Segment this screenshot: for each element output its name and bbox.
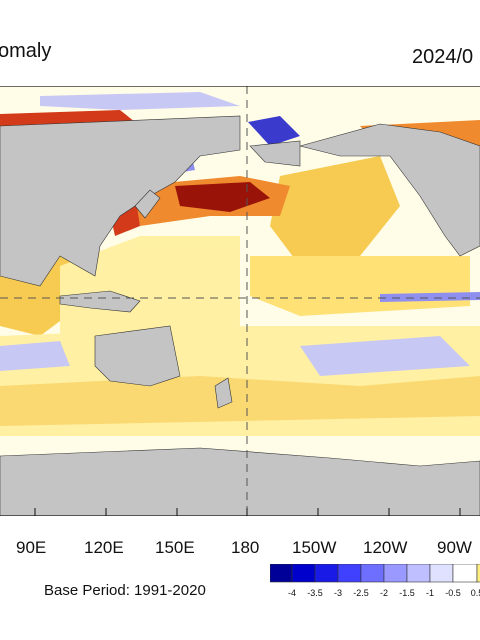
legend-tick-label: -3 [334, 588, 342, 598]
warm-field-north-pacific-east [270, 156, 400, 266]
legend-swatch-10 [476, 564, 480, 583]
land-masses [0, 115, 480, 516]
warm-field-east-pacific [250, 256, 470, 316]
legend-swatches [270, 564, 480, 583]
cool-band-equatorial [380, 292, 480, 302]
antarctica-landmass [0, 447, 480, 516]
legend-tick-label: 0.5 [471, 588, 480, 598]
legend-tick-label: -1 [426, 588, 434, 598]
lon-label-180: 180 [231, 538, 260, 557]
indonesia-islands [59, 290, 141, 313]
legend-tick-label: -2.5 [353, 588, 369, 598]
new-zealand-landmass [214, 377, 233, 409]
legend-tick-label: -2 [380, 588, 388, 598]
warm-field-southern-band [0, 376, 480, 426]
legend-swatch-2 [291, 564, 316, 583]
warm-field-west-pacific [60, 236, 240, 346]
asia-landmass [0, 115, 241, 287]
legend-tick-label: -0.5 [445, 588, 461, 598]
legend-tick-label: -3.5 [307, 588, 323, 598]
cold-spot-bering [248, 116, 300, 146]
lon-label-150w: 150W [292, 538, 337, 557]
lon-label-90w: 90W [437, 538, 472, 557]
north-america-landmass [298, 123, 480, 257]
legend-swatch-4 [337, 564, 362, 583]
cropped-caption-strip [0, 626, 480, 640]
cool-patch-south-indian [0, 341, 70, 371]
japan-landmass [134, 189, 161, 219]
legend-tick-label: -1.5 [399, 588, 415, 598]
legend-swatch-1 [270, 564, 293, 583]
hottest-spot-kuroshio [175, 182, 270, 212]
lon-label-120e: 120E [84, 538, 124, 557]
map-title: omaly [0, 40, 52, 62]
lon-label-90e: 90E [16, 538, 47, 557]
lon-label-150e: 150E [155, 538, 195, 557]
cool-patch-south-pacific [300, 336, 470, 376]
legend-swatch-9 [452, 564, 478, 583]
legend-swatch-7 [406, 564, 431, 583]
australia-landmass [94, 325, 181, 387]
lon-ticks [34, 508, 461, 516]
alaska-landmass [249, 140, 301, 167]
lon-label-120w: 120W [363, 538, 408, 557]
cool-band-arctic [40, 92, 240, 110]
legend-swatch-5 [360, 564, 385, 583]
sst-anomaly-map [0, 86, 480, 516]
map-date: 2024/0 [412, 46, 474, 68]
legend-swatch-3 [314, 564, 339, 583]
color-legend: -4 -3.5 -3 -2.5 -2 -1.5 -1 -0.5 0.5 [270, 564, 480, 598]
legend-tick-label: -4 [288, 588, 296, 598]
legend-swatch-6 [383, 564, 408, 583]
base-period-label: Base Period: 1991-2020 [44, 582, 206, 599]
legend-swatch-8 [429, 564, 454, 583]
